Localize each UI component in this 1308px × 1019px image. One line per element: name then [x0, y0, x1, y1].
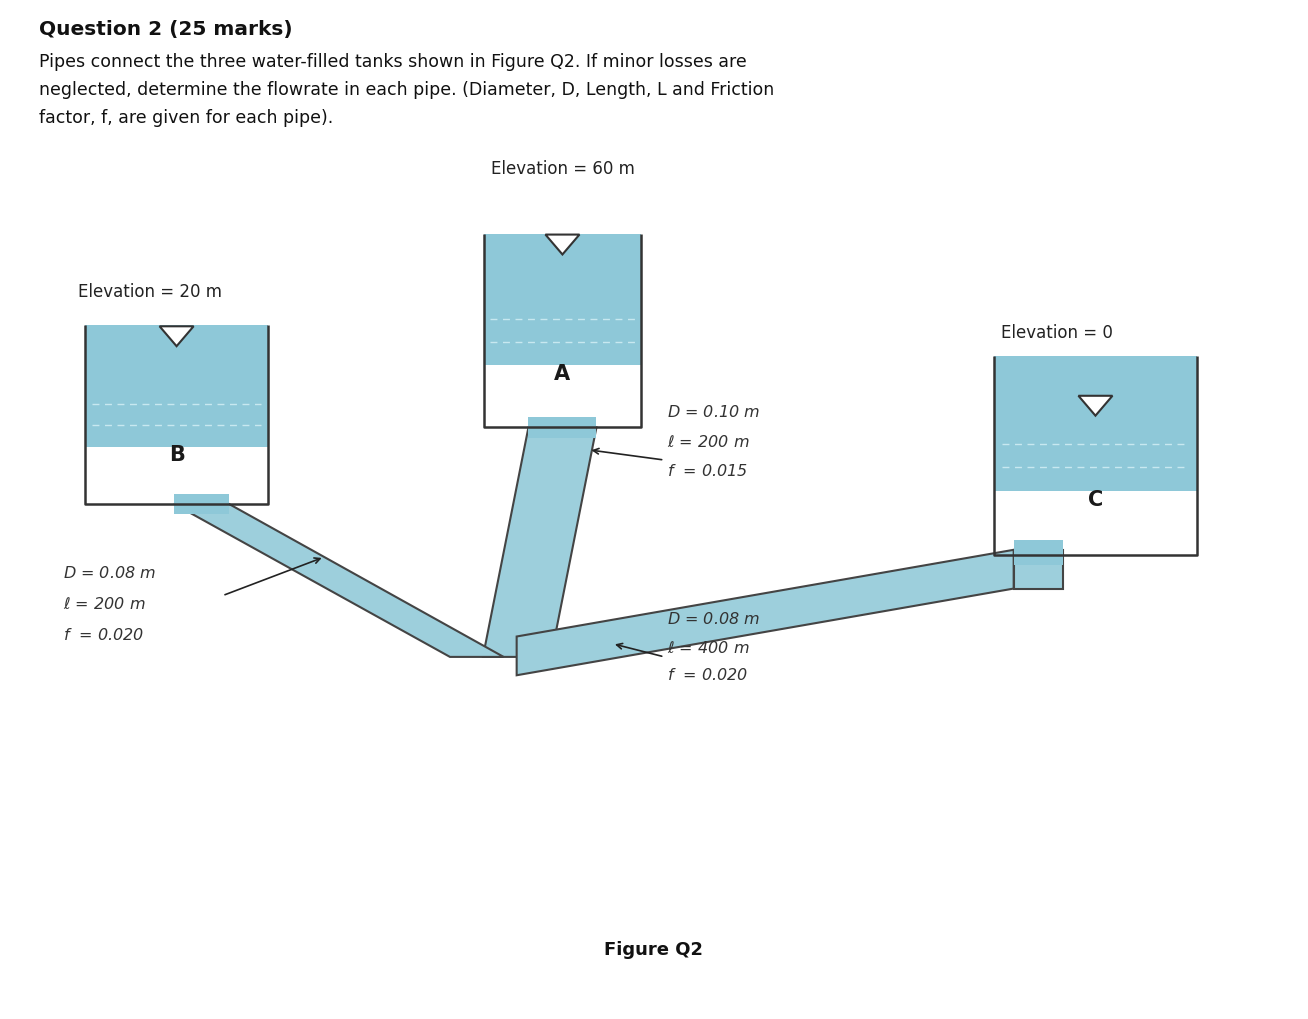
Text: Elevation = 20 m: Elevation = 20 m — [78, 282, 222, 301]
Polygon shape — [517, 550, 1014, 676]
Polygon shape — [1014, 550, 1063, 589]
Bar — [85, 326, 268, 447]
Text: $f$  = 0.020: $f$ = 0.020 — [63, 626, 144, 642]
Text: $D$ = 0.08 m: $D$ = 0.08 m — [63, 565, 156, 581]
Text: $f$  = 0.015: $f$ = 0.015 — [667, 463, 748, 479]
Text: Pipes connect the three water-filled tanks shown in Figure Q2. If minor losses a: Pipes connect the three water-filled tan… — [39, 53, 774, 126]
Text: C: C — [1088, 490, 1103, 510]
Text: Figure Q2: Figure Q2 — [604, 940, 704, 958]
Text: Elevation = 0: Elevation = 0 — [1001, 323, 1113, 341]
Bar — [1014, 540, 1063, 566]
Text: $\ell$ = 200 m: $\ell$ = 200 m — [63, 595, 145, 611]
Text: A: A — [555, 364, 570, 384]
Bar — [528, 418, 596, 438]
Bar — [484, 234, 641, 366]
Bar — [174, 494, 229, 515]
Polygon shape — [174, 504, 504, 657]
Polygon shape — [160, 327, 194, 346]
Text: $\ell$ = 400 m: $\ell$ = 400 m — [667, 639, 749, 655]
Text: $\ell$ = 200 m: $\ell$ = 200 m — [667, 433, 749, 449]
Text: B: B — [169, 444, 184, 465]
Text: Question 2 (25 marks): Question 2 (25 marks) — [39, 20, 293, 40]
Bar — [994, 357, 1197, 492]
Text: Elevation = 60 m: Elevation = 60 m — [490, 160, 634, 178]
Polygon shape — [545, 235, 579, 255]
Polygon shape — [1078, 396, 1112, 416]
Polygon shape — [483, 428, 596, 657]
Text: $f$  = 0.020: $f$ = 0.020 — [667, 666, 748, 683]
Text: $D$ = 0.10 m: $D$ = 0.10 m — [667, 404, 760, 420]
Text: $D$ = 0.08 m: $D$ = 0.08 m — [667, 610, 760, 627]
